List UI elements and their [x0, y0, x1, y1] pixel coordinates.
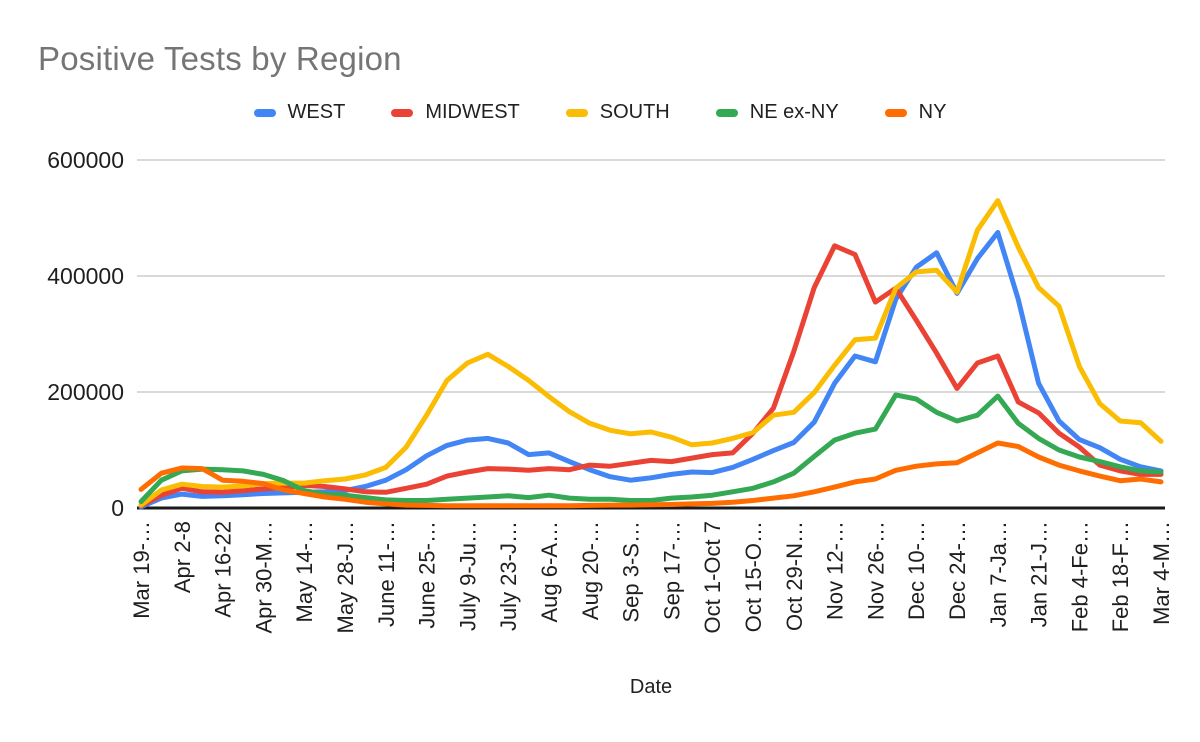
legend-item-midwest: MIDWEST: [391, 101, 520, 124]
legend-item-ne-ex-ny: NE ex-NY: [715, 101, 839, 124]
x-tick-label: Oct 29-N…: [782, 521, 807, 631]
x-tick-label: June 25-…: [415, 521, 440, 629]
x-tick-label: Jan 21-J…: [1027, 521, 1052, 627]
series-line-ne-ex-ny: [138, 392, 1164, 505]
series-line-ny: [138, 440, 1164, 509]
x-tick-label: July 9-Ju…: [455, 521, 480, 631]
x-tick-label: Mar 4-M…: [1149, 521, 1174, 625]
x-tick-label: Feb 4-Fe…: [1067, 521, 1092, 632]
y-tick-label: 0: [111, 495, 124, 521]
legend-item-south: SOUTH: [565, 101, 670, 124]
legend-item-west: WEST: [253, 101, 346, 124]
x-tick-label: Mar 19-…: [129, 521, 154, 619]
y-tick-label: 600000: [47, 147, 124, 173]
x-tick-label: Apr 30-M…: [251, 521, 276, 633]
x-tick-label: Nov 26-…: [863, 521, 888, 620]
x-tick-label: Feb 18-F…: [1108, 521, 1133, 632]
legend-swatch-icon: [391, 108, 414, 117]
series-line-west: [138, 230, 1164, 510]
legend-swatch-icon: [565, 108, 588, 117]
x-tick-label: Oct 15-O…: [741, 521, 766, 632]
x-tick-label: Jan 7-Ja…: [986, 521, 1011, 627]
x-tick-label: Apr 16-22: [211, 521, 236, 618]
legend-label: NY: [918, 101, 947, 123]
legend-swatch-icon: [253, 108, 276, 117]
x-axis-title: Date: [629, 676, 673, 698]
chart-legend: WEST MIDWEST SOUTH NE ex-NY NY: [0, 101, 1200, 124]
x-tick-label: Dec 10-…: [904, 521, 929, 620]
legend-label: NE ex-NY: [749, 101, 839, 123]
legend-swatch-icon: [715, 108, 738, 117]
x-tick-label: Aug 6-A…: [537, 521, 562, 623]
x-tick-label: Aug 20-…: [578, 521, 603, 620]
legend-swatch-icon: [884, 108, 907, 117]
legend-label: MIDWEST: [425, 101, 520, 123]
legend-label: WEST: [287, 101, 346, 123]
x-tick-label: Sep 3-S…: [619, 521, 644, 623]
x-tick-label: June 11-…: [374, 521, 399, 627]
x-tick-label: Nov 12-…: [823, 521, 848, 620]
x-tick-label: Apr 2-8: [170, 521, 195, 593]
x-tick-label: May 28-J…: [333, 521, 358, 633]
y-tick-label: 200000: [47, 379, 124, 405]
chart-title: Positive Tests by Region: [38, 40, 402, 77]
y-tick-label: 400000: [47, 263, 124, 289]
x-tick-label: July 23-J…: [496, 521, 521, 631]
legend-label: SOUTH: [599, 101, 670, 123]
x-tick-label: Dec 24-…: [945, 521, 970, 620]
series-line-midwest: [138, 243, 1164, 509]
x-tick-label: Sep 17-…: [659, 521, 684, 620]
series-line-south: [138, 198, 1164, 508]
legend-item-ny: NY: [884, 101, 947, 124]
x-tick-label: May 14-…: [292, 521, 317, 622]
x-tick-label: Oct 1-Oct 7: [700, 521, 725, 633]
